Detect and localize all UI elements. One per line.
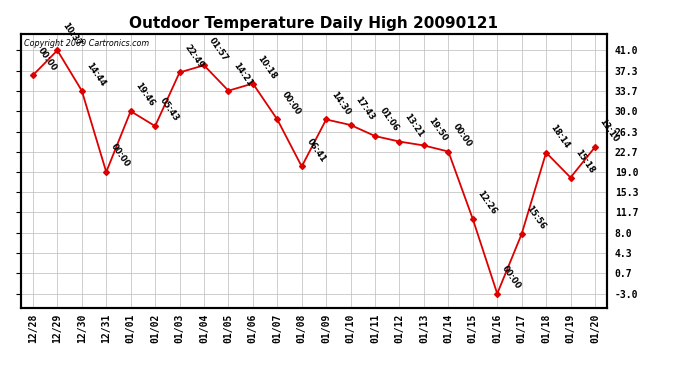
Text: 00:00: 00:00	[36, 46, 58, 72]
Text: 18:14: 18:14	[549, 123, 571, 150]
Text: 13:10: 13:10	[598, 117, 620, 144]
Text: 01:06: 01:06	[378, 106, 400, 133]
Text: 05:43: 05:43	[158, 96, 181, 123]
Text: 06:41: 06:41	[304, 136, 327, 164]
Text: 13:21: 13:21	[402, 112, 425, 139]
Text: 00:00: 00:00	[451, 122, 473, 149]
Text: 01:57: 01:57	[207, 36, 229, 63]
Text: 19:50: 19:50	[426, 116, 449, 142]
Text: 14:30: 14:30	[329, 90, 352, 117]
Text: 22:49: 22:49	[182, 43, 205, 70]
Text: 15:56: 15:56	[524, 204, 547, 231]
Text: 10:37: 10:37	[60, 21, 83, 48]
Text: 00:00: 00:00	[500, 264, 522, 291]
Title: Outdoor Temperature Daily High 20090121: Outdoor Temperature Daily High 20090121	[130, 16, 498, 31]
Text: 12:26: 12:26	[475, 189, 498, 216]
Text: 19:46: 19:46	[133, 81, 156, 108]
Text: 14:44: 14:44	[85, 61, 108, 88]
Text: 10:18: 10:18	[255, 54, 278, 81]
Text: Copyright 2009 Cartronics.com: Copyright 2009 Cartronics.com	[23, 39, 149, 48]
Text: 00:00: 00:00	[109, 142, 132, 169]
Text: 00:00: 00:00	[280, 90, 303, 117]
Text: 15:18: 15:18	[573, 148, 596, 175]
Text: 14:21: 14:21	[231, 61, 254, 88]
Text: 17:43: 17:43	[353, 95, 376, 122]
